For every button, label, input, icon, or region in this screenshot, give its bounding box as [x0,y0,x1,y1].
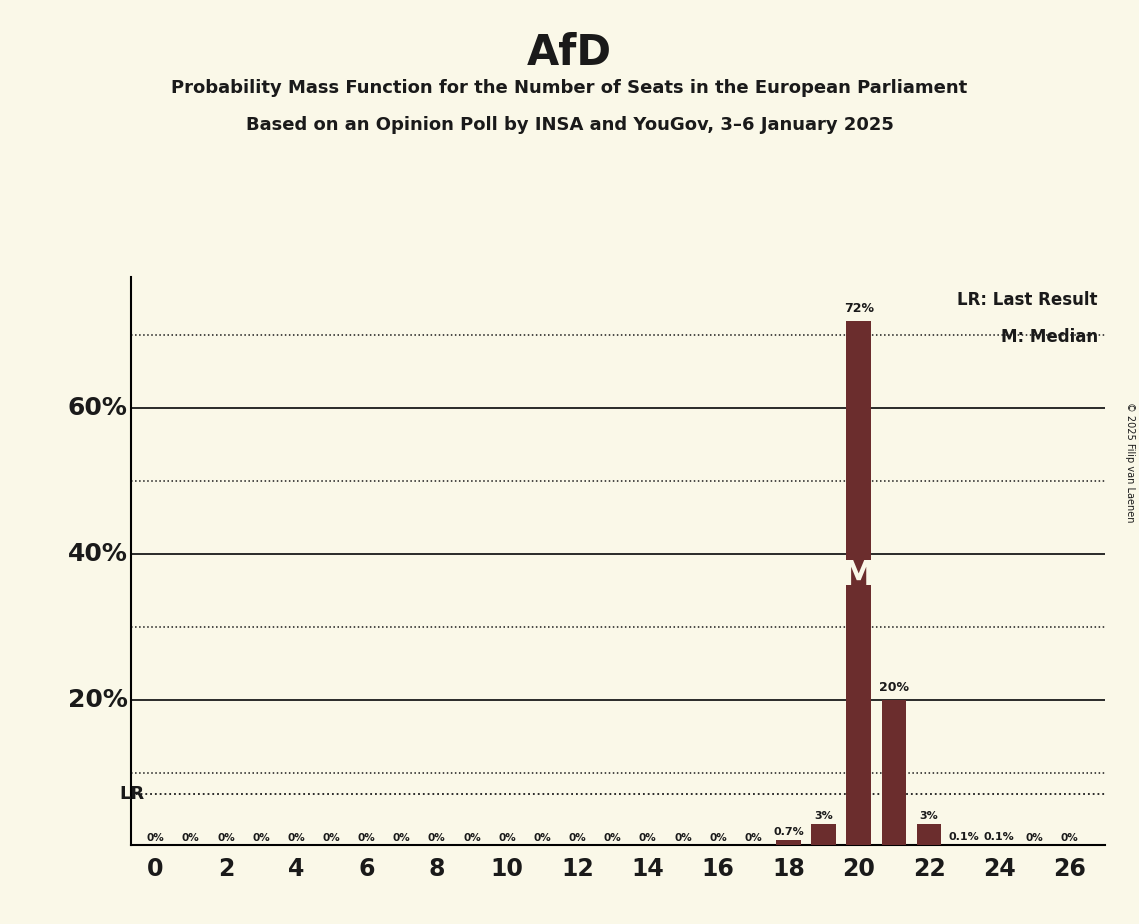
Text: 20%: 20% [879,681,909,694]
Text: 72%: 72% [844,302,874,315]
Text: 0%: 0% [252,833,270,843]
Bar [776,840,801,845]
Text: 0%: 0% [1060,833,1079,843]
Text: Based on an Opinion Poll by INSA and YouGov, 3–6 January 2025: Based on an Opinion Poll by INSA and You… [246,116,893,133]
Text: 0%: 0% [218,833,235,843]
Text: 0%: 0% [464,833,481,843]
Text: 0.7%: 0.7% [773,828,804,837]
Text: 0%: 0% [674,833,691,843]
Text: 0%: 0% [639,833,657,843]
Bar [846,321,871,845]
Text: 0%: 0% [358,833,376,843]
Text: 0%: 0% [287,833,305,843]
Text: 0%: 0% [393,833,410,843]
Text: 0%: 0% [710,833,727,843]
Text: 40%: 40% [67,542,128,566]
Text: 0%: 0% [322,833,341,843]
Text: 0%: 0% [498,833,516,843]
Text: 0%: 0% [533,833,551,843]
Text: 0%: 0% [182,833,199,843]
Text: 60%: 60% [67,396,128,420]
Text: 0%: 0% [604,833,622,843]
Text: Probability Mass Function for the Number of Seats in the European Parliament: Probability Mass Function for the Number… [171,79,968,96]
Text: 0%: 0% [745,833,762,843]
Text: 3%: 3% [919,810,939,821]
Text: M: M [842,559,876,592]
Bar [882,699,907,845]
Text: © 2025 Filip van Laenen: © 2025 Filip van Laenen [1125,402,1134,522]
Text: 0%: 0% [568,833,587,843]
Text: 0.1%: 0.1% [949,832,980,842]
Text: 0.1%: 0.1% [984,832,1015,842]
Text: AfD: AfD [527,32,612,74]
Text: M: Median: M: Median [1001,328,1098,346]
Text: 3%: 3% [814,810,833,821]
Bar [917,823,941,845]
Bar [811,823,836,845]
Text: 20%: 20% [67,687,128,711]
Text: 0%: 0% [147,833,164,843]
Text: 0%: 0% [1025,833,1043,843]
Text: LR: LR [120,785,145,804]
Text: LR: Last Result: LR: Last Result [957,291,1098,310]
Text: 0%: 0% [428,833,445,843]
